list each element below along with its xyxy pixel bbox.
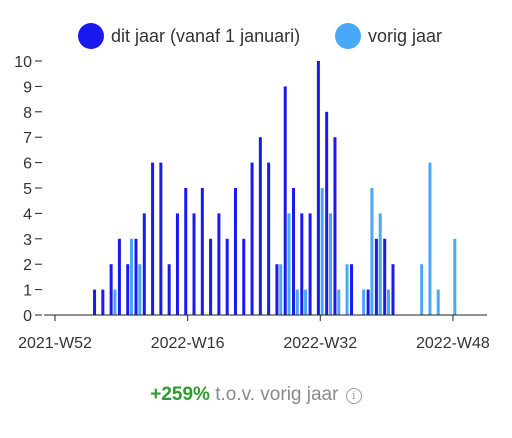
comparison-text: t.o.v. vorig jaar <box>215 384 339 405</box>
bar-this-year[interactable] <box>109 264 113 315</box>
bar-last-year[interactable] <box>428 162 432 315</box>
bar-this-year[interactable] <box>117 238 121 315</box>
bar-this-year[interactable] <box>333 137 337 315</box>
bar-last-year[interactable] <box>130 238 134 315</box>
bar-this-year[interactable] <box>200 188 204 315</box>
y-tick-label: 1 <box>23 283 32 300</box>
y-tick-label: 7 <box>23 130 32 147</box>
bar-last-year[interactable] <box>113 289 117 315</box>
legend: dit jaar (vanaf 1 januari) vorig jaar <box>78 23 442 49</box>
legend-marker-last-year[interactable] <box>335 23 361 49</box>
bar-this-year[interactable] <box>366 289 370 315</box>
bar-this-year[interactable] <box>325 111 329 315</box>
bar-this-year[interactable] <box>167 264 171 315</box>
bar-this-year[interactable] <box>209 238 213 315</box>
legend-marker-this-year[interactable] <box>78 23 104 49</box>
bar-this-year[interactable] <box>217 213 221 315</box>
y-tick-label: 0 <box>23 308 32 325</box>
bar-this-year[interactable] <box>134 238 138 315</box>
bar-this-year[interactable] <box>292 188 296 315</box>
bar-this-year[interactable] <box>225 238 229 315</box>
bar-last-year[interactable] <box>436 289 440 315</box>
bar-this-year[interactable] <box>192 213 196 315</box>
y-tick-label: 8 <box>23 105 32 122</box>
x-tick-label: 2021-W52 <box>18 335 92 352</box>
bar-this-year[interactable] <box>374 238 378 315</box>
bar-last-year[interactable] <box>279 264 283 315</box>
legend-label-last-year[interactable]: vorig jaar <box>368 26 442 46</box>
bar-this-year[interactable] <box>383 238 387 315</box>
bar-this-year[interactable] <box>101 289 105 315</box>
bar-this-year[interactable] <box>391 264 395 315</box>
y-tick-label: 9 <box>23 79 32 96</box>
y-tick-label: 5 <box>23 181 32 198</box>
bar-this-year[interactable] <box>184 188 188 315</box>
bar-this-year[interactable] <box>283 86 287 316</box>
bar-last-year[interactable] <box>337 289 341 315</box>
bar-this-year[interactable] <box>250 162 254 315</box>
y-tick-label: 3 <box>23 232 32 249</box>
bar-last-year[interactable] <box>328 213 332 315</box>
info-icon[interactable]: i <box>345 388 362 404</box>
bar-last-year[interactable] <box>362 289 366 315</box>
bar-chart: dit jaar (vanaf 1 januari) vorig jaar 0 1… <box>14 23 490 352</box>
y-axis: 0 1 2 3 4 5 6 7 8 9 10 <box>14 54 42 325</box>
bars <box>93 61 457 316</box>
bar-this-year[interactable] <box>151 162 155 315</box>
bar-this-year[interactable] <box>242 238 246 315</box>
bar-this-year[interactable] <box>126 264 130 315</box>
bar-this-year[interactable] <box>233 188 237 315</box>
bar-last-year[interactable] <box>420 264 424 315</box>
bar-last-year[interactable] <box>287 213 291 315</box>
bar-last-year[interactable] <box>453 238 457 315</box>
y-tick-label: 2 <box>23 257 32 274</box>
bar-this-year[interactable] <box>159 162 163 315</box>
bar-this-year[interactable] <box>300 213 304 315</box>
bar-last-year[interactable] <box>138 264 142 315</box>
bar-this-year[interactable] <box>267 162 271 315</box>
comparison-footer: +259% t.o.v. vorig jaar i <box>0 384 512 406</box>
bar-this-year[interactable] <box>175 213 179 315</box>
bar-this-year[interactable] <box>142 213 146 315</box>
y-tick-label: 6 <box>23 156 32 173</box>
y-tick-label: 4 <box>23 206 32 223</box>
bar-this-year[interactable] <box>275 264 279 315</box>
legend-label-this-year[interactable]: dit jaar (vanaf 1 januari) <box>111 26 300 46</box>
x-axis: 2021-W52 2022-W16 2022-W32 2022-W48 <box>18 315 490 352</box>
bar-last-year[interactable] <box>304 289 308 315</box>
bar-this-year[interactable] <box>308 213 312 315</box>
percent-change: +259% <box>150 384 210 405</box>
bar-last-year[interactable] <box>387 289 390 315</box>
bar-this-year[interactable] <box>316 61 320 315</box>
bar-last-year[interactable] <box>345 264 349 315</box>
bar-last-year[interactable] <box>295 289 299 315</box>
x-tick-label: 2022-W32 <box>283 335 357 352</box>
bar-last-year[interactable] <box>378 213 382 315</box>
bar-last-year[interactable] <box>370 188 374 315</box>
x-tick-label: 2022-W16 <box>151 335 225 352</box>
bar-last-year[interactable] <box>320 188 324 315</box>
bar-this-year[interactable] <box>258 137 262 315</box>
bar-this-year[interactable] <box>93 289 97 315</box>
bar-this-year[interactable] <box>350 264 354 315</box>
x-tick-label: 2022-W48 <box>416 335 490 352</box>
y-tick-label: 10 <box>14 54 32 71</box>
